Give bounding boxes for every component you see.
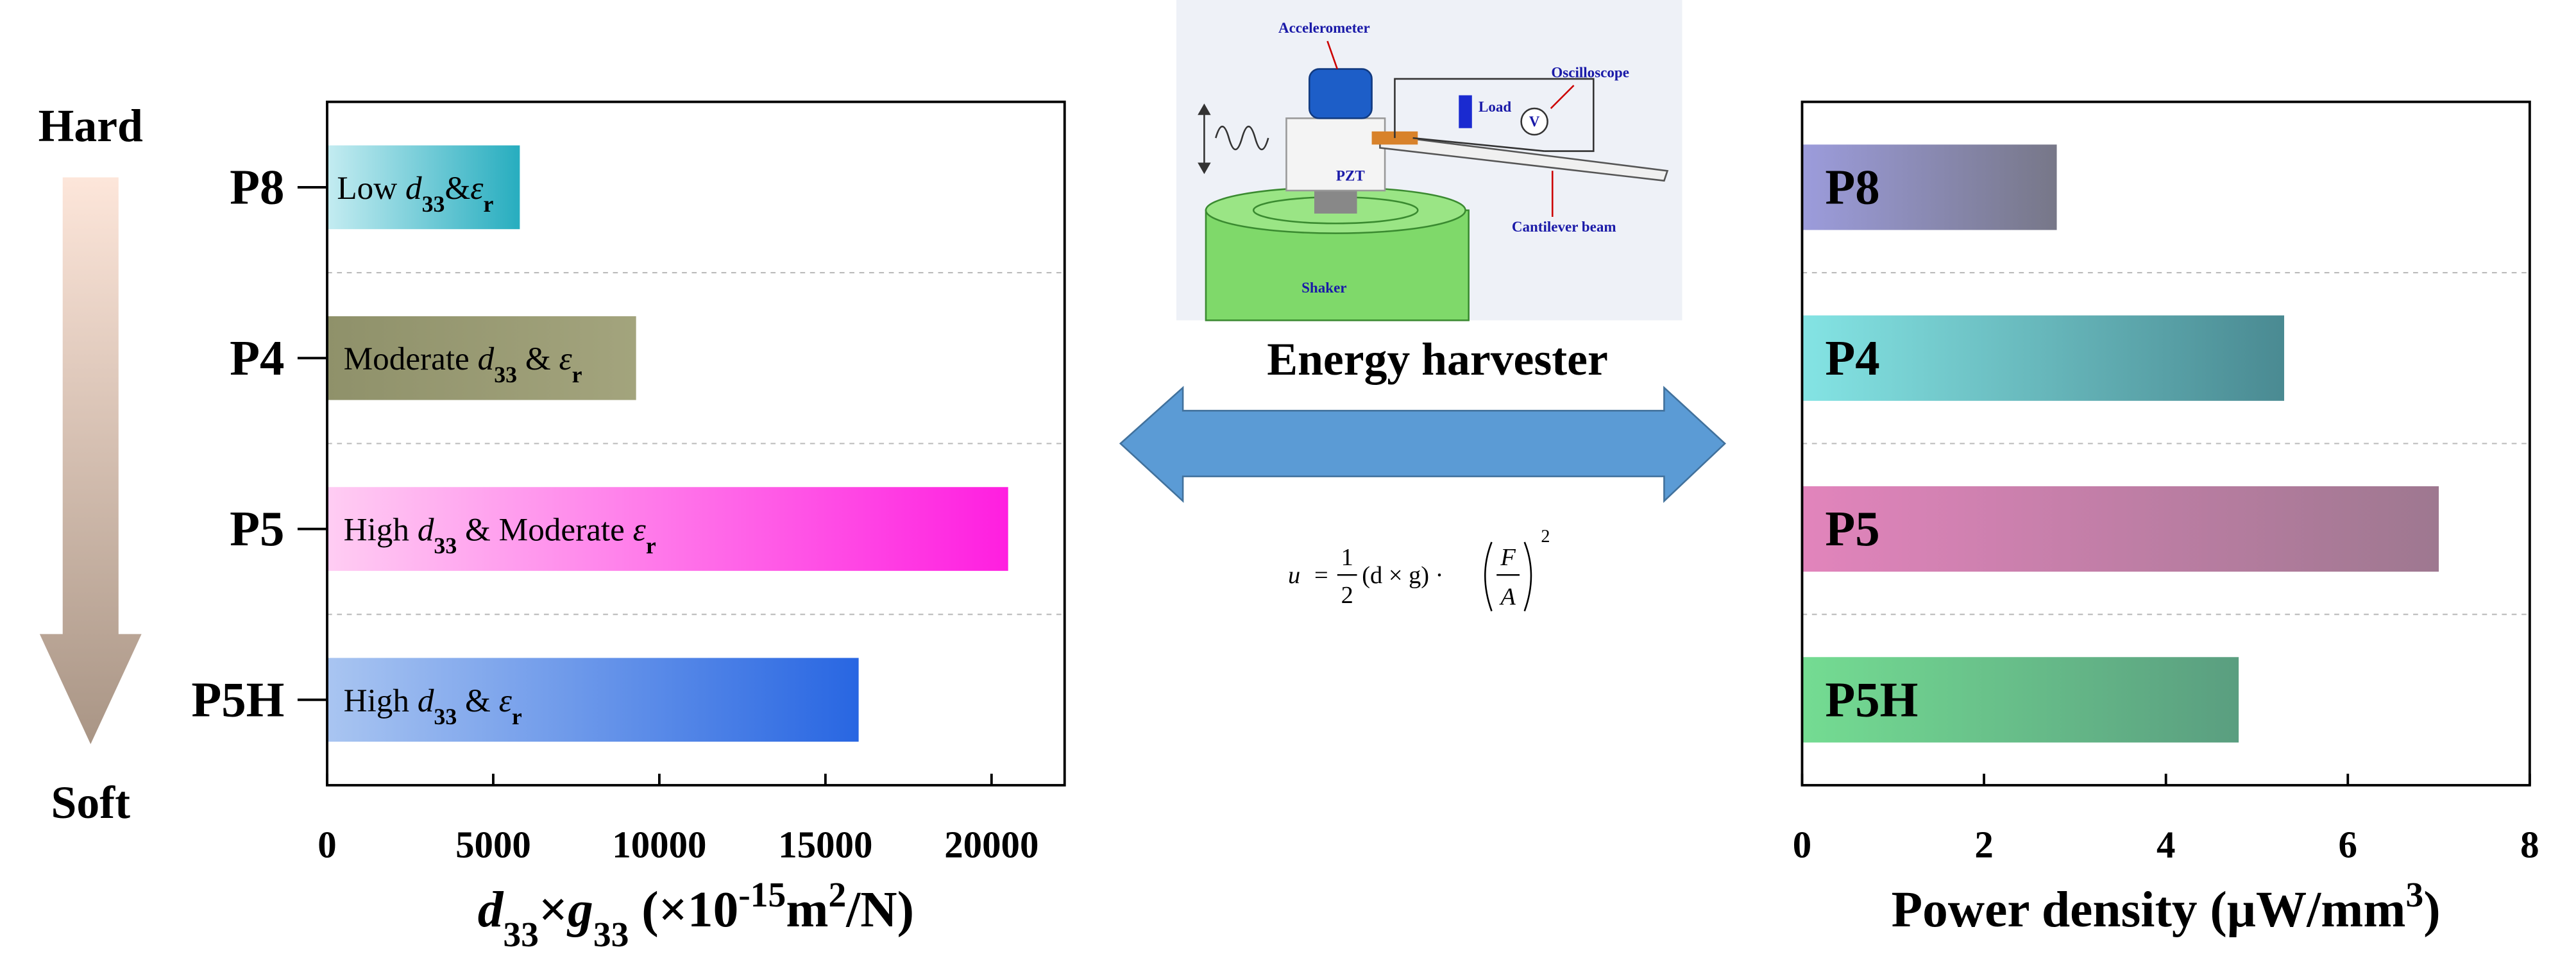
x-tick-label: 5000	[455, 824, 531, 866]
text-part: 33	[593, 915, 629, 955]
text-part: 33	[422, 191, 445, 217]
formula-den: 2	[1341, 582, 1353, 609]
text-part: d	[478, 881, 504, 938]
text-part: High	[344, 511, 418, 548]
formula-fnum: F	[1500, 544, 1516, 571]
text-part: d	[478, 341, 495, 377]
formula-fden: A	[1498, 583, 1516, 610]
text-part: ε	[633, 511, 647, 548]
bar	[327, 145, 520, 230]
category-label: P5H	[191, 672, 284, 727]
text-part: ε	[470, 170, 484, 207]
text-part: g	[566, 881, 593, 938]
text-part: 33	[434, 704, 457, 729]
x-tick-label: 15000	[778, 824, 872, 866]
category-label: P8	[230, 160, 284, 215]
text-part: r	[646, 532, 656, 558]
load-label: Load	[1479, 98, 1511, 115]
x-tick-label: 20000	[944, 824, 1038, 866]
bar-label: High d33 & Moderate εr	[344, 511, 656, 558]
beam-label: Cantilever beam	[1512, 218, 1616, 235]
voltmeter-label: V	[1529, 113, 1540, 130]
harvester-title: Energy harvester	[1267, 334, 1608, 385]
category-label: P4	[230, 331, 284, 386]
x-axis-label: Power density (μW/mm3)	[1892, 875, 2441, 938]
bar	[327, 658, 859, 742]
bar	[327, 487, 1008, 571]
text-part: (×10	[629, 881, 738, 938]
text-part: Low	[337, 170, 405, 207]
text-part: 33	[503, 915, 539, 955]
pzt-label: PZT	[1336, 167, 1365, 184]
x-tick-label: 2	[1974, 824, 1993, 866]
harvester-schematic: Accelerometer Oscilloscope Load V PZT Ca…	[1176, 0, 1682, 321]
x-tick-label: 0	[318, 824, 336, 866]
text-part: d	[405, 170, 422, 207]
oscilloscope-label: Oscilloscope	[1551, 64, 1629, 80]
text-part: )	[2423, 881, 2440, 938]
text-part: Power density (μW/mm	[1892, 881, 2406, 938]
hardness-arrow	[39, 177, 142, 744]
text-part: m	[786, 881, 828, 938]
x-tick-label: 4	[2157, 824, 2175, 866]
plot-frame	[326, 100, 1066, 787]
formula-mid: (d × g) ·	[1362, 562, 1443, 589]
category-label: P5H	[1825, 672, 1918, 727]
text-part: 2	[828, 875, 846, 915]
x-tick-label: 6	[2339, 824, 2357, 866]
text-part: r	[483, 191, 493, 217]
x-tick-label: 0	[1793, 824, 1811, 866]
text-part: High	[344, 683, 418, 719]
text-part: &	[457, 683, 498, 719]
bar-label: Moderate d33 & εr	[344, 341, 582, 387]
text-part: d	[418, 511, 434, 548]
bar	[327, 316, 636, 400]
x-tick-label: 8	[2520, 824, 2539, 866]
category-label: P5	[1825, 502, 1879, 556]
formula: u = 1 2 (d × g) · F A 2	[1288, 527, 1550, 612]
text-part: Moderate	[344, 341, 478, 377]
bar	[1802, 315, 2285, 401]
double-arrow	[1119, 386, 1727, 503]
text-part: r	[572, 362, 582, 387]
text-part: 33	[494, 362, 517, 387]
shaker-label: Shaker	[1301, 279, 1346, 296]
bar	[1802, 657, 2239, 743]
text-part: /N)	[845, 881, 914, 938]
text-part: &	[445, 170, 470, 207]
formula-lhs: u	[1288, 562, 1300, 589]
category-label: P5	[230, 502, 284, 556]
formula-eq: =	[1314, 562, 1328, 589]
text-part: d	[418, 683, 434, 719]
text-part: 33	[434, 532, 457, 558]
accelerometer-label: Accelerometer	[1278, 19, 1370, 36]
x-tick-label: 10000	[612, 824, 706, 866]
text-part: ε	[559, 341, 572, 377]
x-axis-label: d33×g33 (×10-15m2/N)	[478, 875, 914, 955]
category-label: P8	[1825, 160, 1879, 215]
text-part: -15	[738, 875, 786, 915]
text-part: & Moderate	[457, 511, 632, 548]
bar-label: High d33 & εr	[344, 683, 522, 729]
text-part: r	[512, 704, 522, 729]
text-part: ×	[539, 881, 568, 938]
formula-exp: 2	[1541, 527, 1550, 547]
text-part: &	[517, 341, 559, 377]
bar	[1802, 486, 2439, 572]
hard-label: Hard	[38, 100, 143, 151]
formula-num: 1	[1341, 544, 1353, 571]
bar-label: Low d33&εr	[337, 170, 493, 217]
text-part: ε	[499, 683, 513, 719]
bar	[1802, 144, 2057, 230]
soft-label: Soft	[51, 777, 131, 828]
category-label: P4	[1825, 331, 1879, 386]
text-part: 3	[2406, 875, 2424, 915]
